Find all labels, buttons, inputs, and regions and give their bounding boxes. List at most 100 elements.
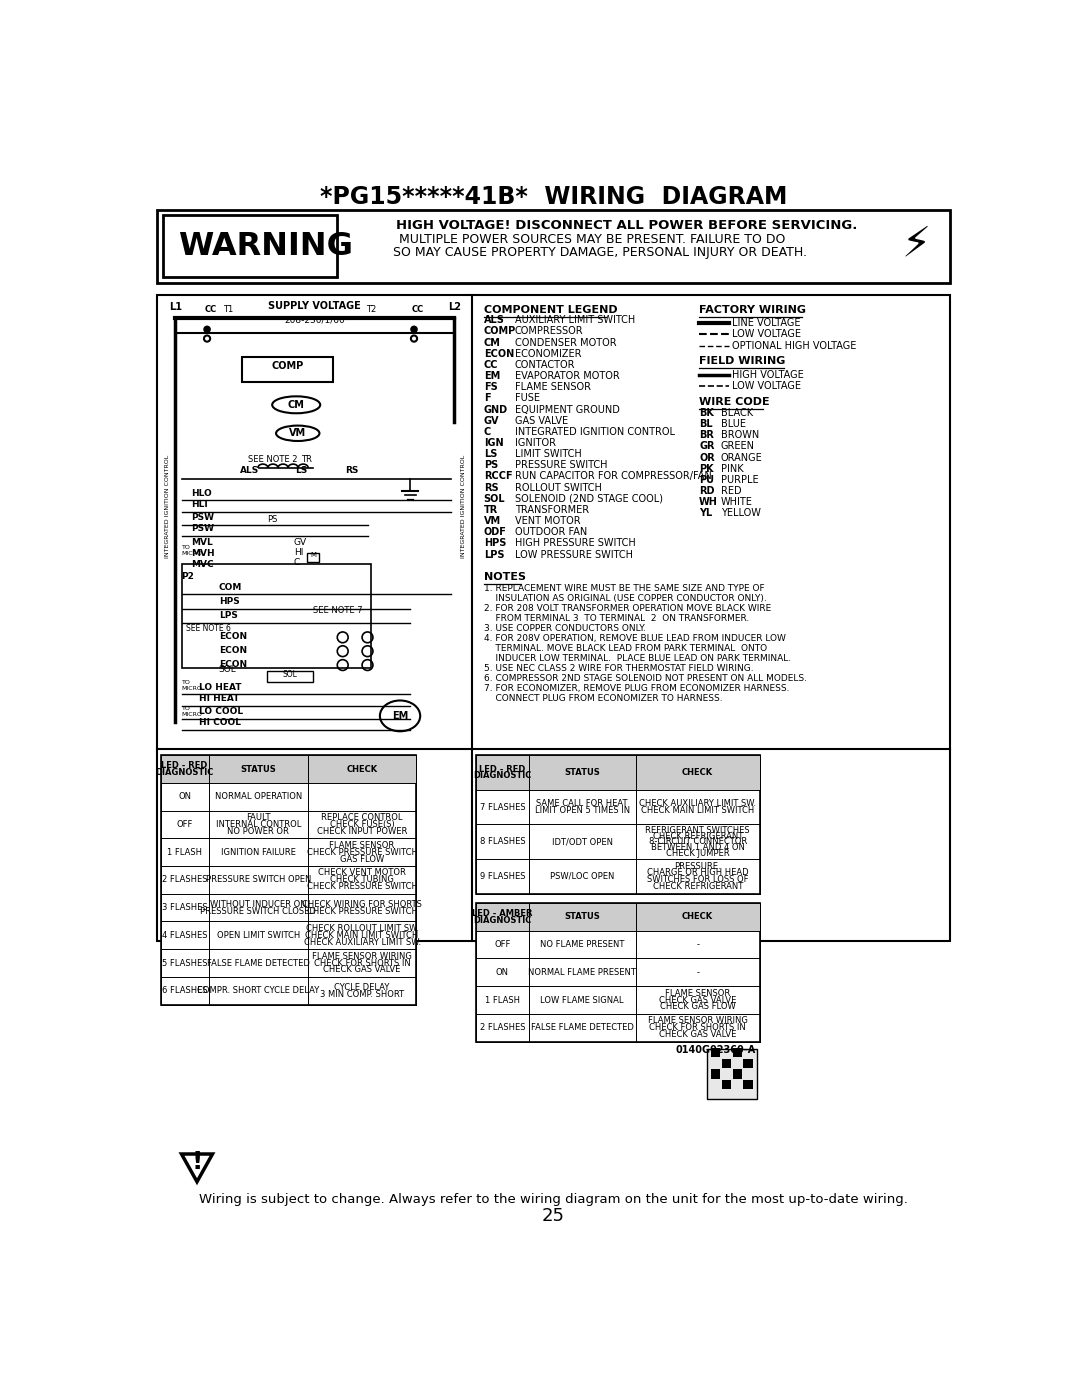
Text: HLO: HLO bbox=[191, 489, 213, 497]
Bar bbox=[743, 1059, 753, 1067]
Text: RD: RD bbox=[699, 486, 715, 496]
Text: CHECK REFRIGERANT: CHECK REFRIGERANT bbox=[652, 883, 743, 891]
Text: Wiring is subject to change. Always refer to the wiring diagram on the unit for : Wiring is subject to change. Always refe… bbox=[199, 1193, 908, 1206]
Text: LPS: LPS bbox=[218, 610, 238, 620]
Text: GR: GR bbox=[699, 441, 715, 451]
Text: ALS: ALS bbox=[484, 316, 504, 326]
Text: CHECK: CHECK bbox=[683, 768, 713, 777]
Bar bbox=[161, 756, 416, 782]
Text: OFF: OFF bbox=[495, 940, 511, 949]
Text: TERMINAL. MOVE BLACK LEAD FROM PARK TERMINAL  ONTO: TERMINAL. MOVE BLACK LEAD FROM PARK TERM… bbox=[484, 644, 767, 654]
Text: *PG15*****41B*  WIRING  DIAGRAM: *PG15*****41B* WIRING DIAGRAM bbox=[320, 184, 787, 210]
Bar bbox=[476, 756, 759, 789]
Text: LO COOL: LO COOL bbox=[199, 707, 243, 717]
Text: SEE NOTE 2: SEE NOTE 2 bbox=[248, 455, 298, 464]
Text: CHECK INPUT POWER: CHECK INPUT POWER bbox=[316, 827, 407, 835]
Text: OR: OR bbox=[699, 453, 715, 462]
Text: CHECK JUMPER: CHECK JUMPER bbox=[666, 849, 729, 858]
Text: BLUE: BLUE bbox=[721, 419, 746, 429]
Bar bbox=[743, 1080, 753, 1090]
Text: PU: PU bbox=[699, 475, 714, 485]
Text: CHECK GAS VALVE: CHECK GAS VALVE bbox=[323, 965, 401, 975]
Text: CHECK PRESSURE SWITCH: CHECK PRESSURE SWITCH bbox=[307, 907, 418, 915]
Text: INTEGRATED IGNITION CONTROL: INTEGRATED IGNITION CONTROL bbox=[515, 427, 675, 437]
Text: ECON: ECON bbox=[218, 659, 247, 669]
Text: 4 FLASHES: 4 FLASHES bbox=[162, 930, 207, 940]
Bar bbox=[476, 902, 759, 930]
Text: TR: TR bbox=[301, 455, 312, 464]
Text: TO
MICRO: TO MICRO bbox=[181, 545, 202, 556]
Text: ROLLOUT SWITCH: ROLLOUT SWITCH bbox=[515, 482, 602, 493]
Text: CHECK TUBING: CHECK TUBING bbox=[330, 876, 394, 884]
Text: LOW PRESSURE SWITCH: LOW PRESSURE SWITCH bbox=[515, 549, 633, 560]
Text: ECON: ECON bbox=[484, 349, 514, 359]
Text: DIAGNOSTIC: DIAGNOSTIC bbox=[473, 916, 531, 925]
Text: HIGH VOLTAGE! DISCONNECT ALL POWER BEFORE SERVICING.: HIGH VOLTAGE! DISCONNECT ALL POWER BEFOR… bbox=[396, 219, 858, 232]
Text: CHECK FUSE(S): CHECK FUSE(S) bbox=[329, 820, 394, 828]
Text: FLAME SENSOR: FLAME SENSOR bbox=[329, 841, 394, 849]
Text: 6. COMPRESSOR 2ND STAGE SOLENOID NOT PRESENT ON ALL MODELS.: 6. COMPRESSOR 2ND STAGE SOLENOID NOT PRE… bbox=[484, 675, 807, 683]
Text: PSW: PSW bbox=[191, 513, 215, 522]
Bar bbox=[161, 756, 416, 1004]
Text: LS: LS bbox=[484, 450, 497, 460]
Text: CC: CC bbox=[205, 305, 217, 314]
Text: PSW/LOC OPEN: PSW/LOC OPEN bbox=[550, 872, 615, 882]
Text: LPS: LPS bbox=[484, 549, 504, 560]
Text: ON: ON bbox=[178, 792, 191, 802]
Text: TR: TR bbox=[484, 504, 498, 515]
Text: SEE NOTE 6: SEE NOTE 6 bbox=[186, 624, 231, 633]
Text: CHECK REFRIGERANT: CHECK REFRIGERANT bbox=[652, 831, 743, 841]
Text: 7 FLASHES: 7 FLASHES bbox=[480, 803, 525, 812]
Text: PRESSURE SWITCH OPEN: PRESSURE SWITCH OPEN bbox=[205, 876, 311, 884]
Text: GREEN: GREEN bbox=[721, 441, 755, 451]
Text: CHECK: CHECK bbox=[347, 764, 378, 774]
Text: WIRE CODE: WIRE CODE bbox=[699, 397, 770, 407]
Text: SAME CALL FOR HEAT: SAME CALL FOR HEAT bbox=[537, 799, 627, 807]
Text: NORMAL OPERATION: NORMAL OPERATION bbox=[215, 792, 301, 802]
Text: CC: CC bbox=[411, 305, 424, 314]
Ellipse shape bbox=[380, 700, 420, 731]
Text: STATUS: STATUS bbox=[241, 764, 276, 774]
Text: SO MAY CAUSE PROPERTY DAMAGE, PERSONAL INJURY OR DEATH.: SO MAY CAUSE PROPERTY DAMAGE, PERSONAL I… bbox=[393, 246, 807, 258]
Text: 3 MIN COMP. SHORT: 3 MIN COMP. SHORT bbox=[320, 989, 404, 999]
Text: CHECK FOR SHORTS IN: CHECK FOR SHORTS IN bbox=[649, 1023, 746, 1032]
Text: SOL: SOL bbox=[218, 665, 237, 673]
Text: OFF: OFF bbox=[176, 820, 193, 828]
Text: HLI: HLI bbox=[191, 500, 208, 510]
Text: ORANGE: ORANGE bbox=[721, 453, 762, 462]
Text: SOL: SOL bbox=[484, 493, 505, 504]
Text: IGN: IGN bbox=[484, 439, 503, 448]
Text: STATUS: STATUS bbox=[564, 912, 600, 922]
Text: FACTORY WIRING: FACTORY WIRING bbox=[699, 305, 806, 316]
Text: T1: T1 bbox=[222, 305, 233, 314]
Text: 3 FLASHES: 3 FLASHES bbox=[162, 902, 207, 912]
Text: CONTACTOR: CONTACTOR bbox=[515, 360, 576, 370]
Text: GV: GV bbox=[484, 416, 499, 426]
Text: SOL: SOL bbox=[283, 669, 297, 679]
Text: BL: BL bbox=[699, 419, 713, 429]
Text: DIAGNOSTIC: DIAGNOSTIC bbox=[156, 768, 214, 777]
Text: CHECK: CHECK bbox=[683, 912, 713, 922]
Text: CHECK MAIN LIMIT SWITCH: CHECK MAIN LIMIT SWITCH bbox=[306, 930, 419, 940]
Bar bbox=[157, 210, 950, 284]
Text: 4. FOR 208V OPERATION, REMOVE BLUE LEAD FROM INDUCER LOW: 4. FOR 208V OPERATION, REMOVE BLUE LEAD … bbox=[484, 634, 785, 643]
Text: 6 FLASHES: 6 FLASHES bbox=[162, 986, 207, 995]
Text: NOTES: NOTES bbox=[484, 573, 526, 583]
Text: 5 FLASHES: 5 FLASHES bbox=[162, 958, 207, 968]
Text: 8-CIRCUIT CONNECTOR: 8-CIRCUIT CONNECTOR bbox=[648, 837, 746, 847]
Text: CHECK PRESSURE SWITCH: CHECK PRESSURE SWITCH bbox=[307, 883, 418, 891]
Text: PINK: PINK bbox=[721, 464, 743, 474]
Text: FS: FS bbox=[484, 383, 498, 393]
Text: OPTIONAL HIGH VOLTAGE: OPTIONAL HIGH VOLTAGE bbox=[732, 341, 856, 351]
Text: MVL: MVL bbox=[191, 538, 214, 548]
Text: -: - bbox=[697, 968, 699, 977]
Text: FROM TERMINAL 3  TO TERMINAL  2  ON TRANSFORMER.: FROM TERMINAL 3 TO TERMINAL 2 ON TRANSFO… bbox=[484, 615, 750, 623]
Text: PK: PK bbox=[699, 464, 714, 474]
Text: WITHOUT INDUCER ON: WITHOUT INDUCER ON bbox=[210, 900, 307, 908]
Text: CHECK VENT MOTOR: CHECK VENT MOTOR bbox=[319, 869, 406, 877]
Text: L1: L1 bbox=[168, 302, 181, 312]
Text: CONDENSER MOTOR: CONDENSER MOTOR bbox=[515, 338, 617, 348]
Text: C: C bbox=[484, 427, 491, 437]
Text: SUPPLY VOLTAGE: SUPPLY VOLTAGE bbox=[269, 300, 361, 310]
Text: PURPLE: PURPLE bbox=[721, 475, 758, 485]
